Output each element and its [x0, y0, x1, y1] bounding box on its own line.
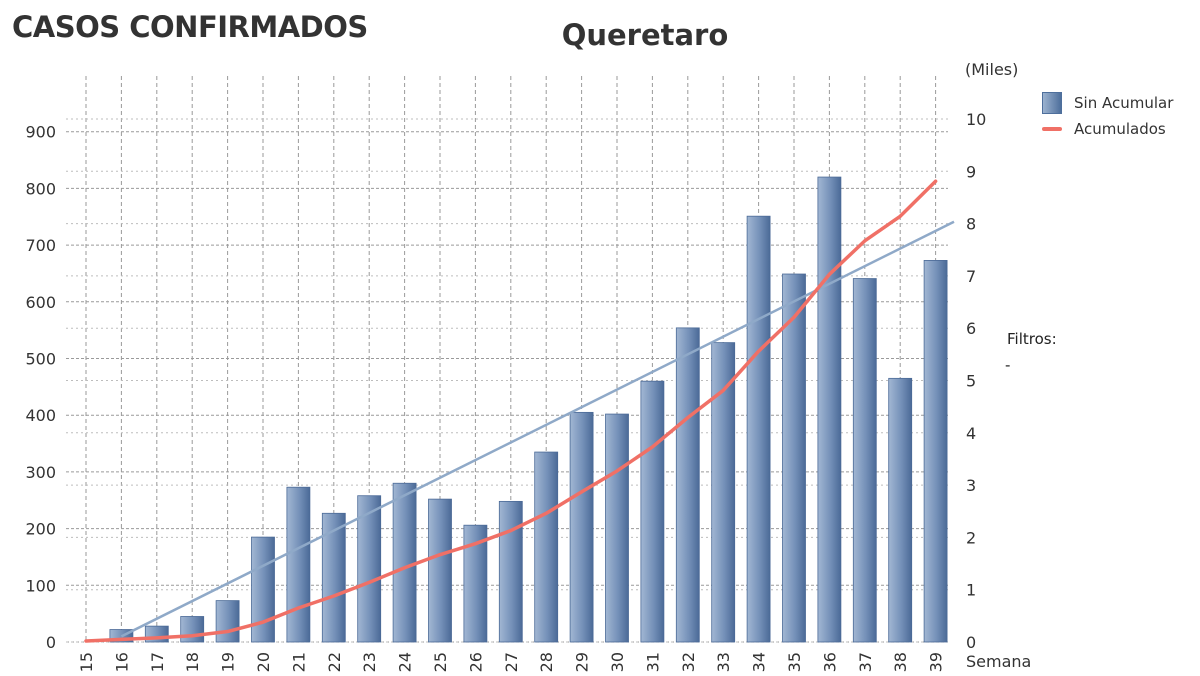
y2-tick-label: 1 — [966, 581, 976, 600]
bar — [286, 486, 311, 643]
x-tick-label: 31 — [643, 652, 662, 672]
bar — [640, 380, 665, 643]
x-tick-label: 34 — [750, 652, 769, 672]
page-title: CASOS CONFIRMADOS — [12, 10, 368, 44]
y-tick-label: 600 — [25, 293, 56, 312]
x-tick-label: 38 — [891, 652, 910, 672]
x-tick-label: 25 — [431, 652, 450, 672]
x-tick-label: 17 — [148, 652, 167, 672]
bar — [605, 413, 629, 643]
x-tick-label: 23 — [360, 652, 379, 672]
legend-item-acumulados[interactable]: Acumulados — [1042, 116, 1173, 142]
bars — [109, 176, 948, 643]
x-tick-label: 20 — [254, 652, 273, 672]
y2-tick-label: 4 — [966, 424, 976, 443]
bar — [852, 278, 877, 643]
legend-item-sin-acumular[interactable]: Sin Acumular — [1042, 90, 1173, 116]
x-tick-label: 26 — [466, 652, 485, 672]
bar — [782, 273, 806, 643]
legend: Sin Acumular Acumulados — [1042, 90, 1173, 142]
x-tick-label: 27 — [502, 652, 521, 672]
y-tick-label: 800 — [25, 179, 56, 198]
x-tick-label: 15 — [77, 652, 96, 672]
bar — [534, 451, 559, 643]
y-tick-label: 900 — [25, 123, 56, 142]
y-tick-label: 200 — [25, 520, 56, 539]
y2-tick-label: 9 — [966, 162, 976, 181]
y2-tick-label: 6 — [966, 319, 976, 338]
y-tick-label: 400 — [25, 406, 56, 425]
bar — [569, 411, 594, 643]
y-tick-label: 500 — [25, 350, 56, 369]
bar — [817, 176, 842, 643]
x-tick-label: 30 — [608, 652, 627, 672]
bar — [357, 495, 382, 643]
filters-value: - — [1005, 356, 1011, 374]
bar — [251, 536, 275, 643]
x-tick-label: 18 — [183, 652, 202, 672]
y2-tick-label: 7 — [966, 267, 976, 286]
legend-bar-swatch — [1042, 92, 1062, 114]
bar — [746, 215, 771, 643]
x-tick-label: 29 — [573, 652, 592, 672]
y2-tick-label: 8 — [966, 215, 976, 234]
x-tick-label: 39 — [927, 652, 946, 672]
legend-label: Acumulados — [1074, 120, 1166, 138]
x-tick-label: 19 — [219, 652, 238, 672]
y2-tick-label: 10 — [966, 110, 986, 129]
y-axis-right: 0 1 2 3 4 5 6 7 8 9 10 — [966, 110, 986, 652]
bar — [498, 500, 523, 643]
y2-tick-label: 0 — [966, 633, 976, 652]
bar — [923, 260, 948, 643]
bar — [711, 342, 736, 643]
bar — [675, 327, 700, 643]
x-tick-label: 32 — [679, 652, 698, 672]
y2-tick-label: 3 — [966, 476, 976, 495]
x-tick-label: 37 — [856, 652, 875, 672]
bar — [463, 524, 488, 643]
y-tick-label: 700 — [25, 236, 56, 255]
x-axis-label: Semana — [966, 652, 1032, 671]
x-tick-label: 21 — [289, 652, 308, 672]
y-axis-left: 0 100 200 300 400 500 600 700 800 900 — [25, 123, 56, 652]
x-axis: 15 16 17 18 19 20 21 22 23 24 25 26 27 28 29 30 31 32 33 34… — [77, 652, 946, 672]
bar — [180, 616, 205, 643]
x-tick-label: 28 — [537, 652, 556, 672]
bar — [428, 498, 452, 643]
y-tick-label: 0 — [46, 633, 56, 652]
bar — [392, 482, 417, 643]
bar — [888, 377, 913, 643]
bar — [321, 512, 346, 643]
y2-tick-label: 2 — [966, 528, 976, 547]
y-tick-label: 300 — [25, 463, 56, 482]
chart-title: Queretaro — [561, 18, 729, 52]
x-tick-label: 24 — [396, 652, 415, 672]
x-tick-label: 33 — [714, 652, 733, 672]
bar — [215, 600, 240, 643]
x-tick-label: 35 — [785, 652, 804, 672]
y2-units-label: (Miles) — [965, 60, 1019, 79]
x-tick-label: 22 — [325, 652, 344, 672]
legend-label: Sin Acumular — [1074, 94, 1174, 112]
y2-tick-label: 5 — [966, 372, 976, 391]
acumulados-line — [84, 179, 938, 643]
legend-line-swatch — [1042, 127, 1062, 131]
x-tick-label: 16 — [112, 652, 131, 672]
x-tick-label: 36 — [820, 652, 839, 672]
filters-label: Filtros: — [1007, 330, 1057, 348]
acumulados-polyline — [84, 179, 938, 643]
y-tick-label: 100 — [25, 576, 56, 595]
